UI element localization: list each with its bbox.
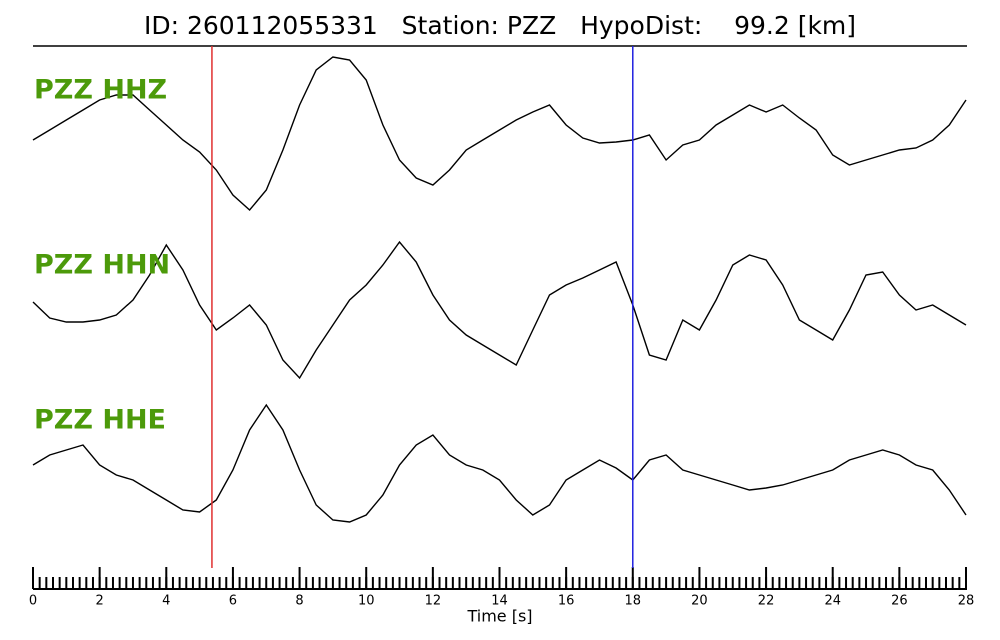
trace-label: PZZ HHN: [34, 250, 170, 281]
x-axis-label: Time [s]: [466, 607, 532, 626]
x-tick-label: 2: [96, 594, 104, 609]
x-tick-label: 8: [295, 594, 303, 609]
chart-title: ID: 260112055331 Station: PZZ HypoDist: …: [144, 11, 856, 40]
x-tick-label: 26: [891, 594, 908, 609]
x-tick-label: 12: [425, 594, 442, 609]
x-tick-label: 18: [625, 594, 642, 609]
x-tick-label: 28: [958, 594, 975, 609]
trace-label: PZZ HHE: [34, 405, 166, 436]
x-tick-label: 10: [358, 594, 375, 609]
x-tick-label: 20: [691, 594, 708, 609]
trace-label: PZZ HHZ: [34, 75, 167, 106]
x-tick-label: 4: [162, 594, 170, 609]
trace: [32, 240, 967, 380]
x-tick-label: 16: [558, 594, 575, 609]
x-tick-label: 24: [824, 594, 841, 609]
trace: [32, 403, 967, 523]
x-tick-label: 14: [491, 594, 508, 609]
trace: [32, 56, 967, 212]
x-tick-label: 22: [758, 594, 775, 609]
x-tick-label: 6: [229, 594, 237, 609]
x-tick-label: 0: [29, 594, 37, 609]
